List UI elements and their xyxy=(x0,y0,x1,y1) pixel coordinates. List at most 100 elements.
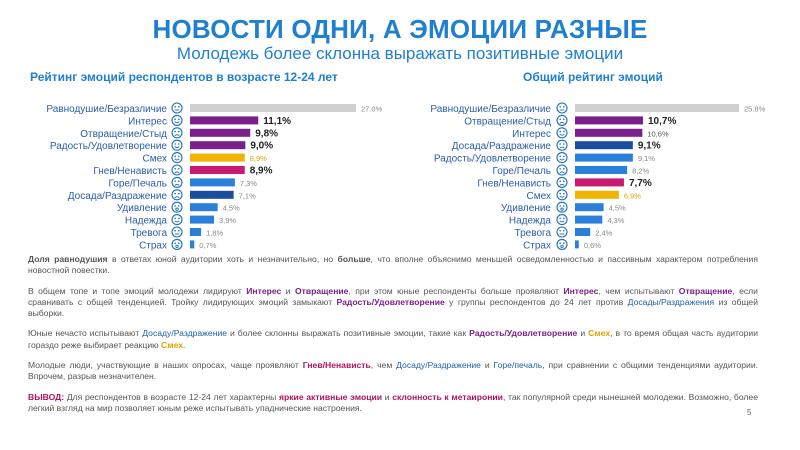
text-run: и xyxy=(480,360,494,371)
value-label: 9,1% xyxy=(638,141,661,152)
text-run: , что вполне объяснимо меньшей осведомле… xyxy=(28,254,758,276)
text-run: , чем xyxy=(370,360,397,371)
sad-face-icon xyxy=(556,164,568,176)
page-subtitle: Молодежь более склонна выражать позитивн… xyxy=(176,44,624,63)
value-label: 10,6% xyxy=(647,129,669,138)
bar xyxy=(575,215,603,224)
anxiety-face-icon xyxy=(171,226,183,238)
category-label: Гнев/Ненависть xyxy=(93,166,167,177)
conclusion-label: ВЫВОД: xyxy=(28,391,65,402)
value-label: 10,7% xyxy=(648,116,676,127)
paragraph-anger: Молодые люди, участвующие в наших опроса… xyxy=(28,360,758,383)
bar xyxy=(575,153,633,162)
text-highlight: Отвращение xyxy=(678,285,733,296)
annoyed-face-icon xyxy=(556,139,568,151)
text-highlight: Гнев/Ненависть xyxy=(302,360,371,371)
neutral-face-icon xyxy=(556,102,568,114)
category-label: Страх xyxy=(139,240,167,251)
category-label: Радость/Удовлетворение xyxy=(434,154,552,165)
analysis-text: Доля равнодушия в ответах юной аудитории… xyxy=(28,254,758,423)
joy-face-icon xyxy=(171,139,183,151)
anger-face-icon xyxy=(556,176,568,188)
text-run: Для респондентов в возрасте 12-24 лет ха… xyxy=(64,391,279,402)
hope-face-icon xyxy=(556,214,568,226)
category-label: Досада/Раздражение xyxy=(452,141,552,152)
value-label: 6,9% xyxy=(624,191,641,200)
text-run: Юные нечасто испытывают xyxy=(28,328,143,339)
bar xyxy=(575,228,591,236)
category-label: Горе/Печаль xyxy=(109,178,167,189)
text-highlight: яркие активные эмоции xyxy=(278,391,383,402)
category-label: Надежда xyxy=(125,216,168,227)
bar xyxy=(575,240,579,249)
value-label: 0,6% xyxy=(584,241,601,250)
category-label: Надежда xyxy=(509,216,552,227)
bar xyxy=(190,104,356,112)
text-highlight: Досаду/Раздражение xyxy=(396,360,481,371)
youth-emotion-bar-chart: Равнодушие/Безразличие 27.0% Интерес 11,1% О… xyxy=(46,102,383,251)
text-highlight: Радость/Удовлетворение xyxy=(469,328,578,339)
value-label: 7,3% xyxy=(240,179,257,188)
value-label: 9,8% xyxy=(255,128,278,139)
value-label: 9,1% xyxy=(638,154,655,163)
value-label: 9,0% xyxy=(250,141,273,152)
category-label: Радость/Удовлетворение xyxy=(50,141,168,152)
text-highlight: Радость/Удовлетворение xyxy=(336,296,445,307)
paragraph-top-emotions: В общем топе и топе эмоций молодежи лиди… xyxy=(28,286,758,320)
category-label: Гнев/Ненависть xyxy=(477,178,551,189)
category-label: Смех xyxy=(143,154,167,165)
category-label: Равнодушие/Безразличие xyxy=(430,104,551,115)
disgust-face-icon xyxy=(171,127,183,139)
category-label: Интерес xyxy=(512,129,551,140)
text-bold: больше xyxy=(337,254,371,264)
bar xyxy=(575,116,644,125)
text-highlight: Смех xyxy=(588,328,611,339)
surprise-face-icon xyxy=(556,201,568,213)
bar xyxy=(575,178,624,187)
bar xyxy=(575,166,628,174)
bar xyxy=(190,166,245,174)
bar xyxy=(575,190,619,199)
text-run: , при сравнении с общими тенденциями ауд… xyxy=(28,360,759,382)
category-label: Горе/Печаль xyxy=(493,166,551,177)
chart-title-overall: Общий рейтинг эмоций xyxy=(523,70,663,84)
category-label: Смех xyxy=(527,191,551,202)
category-label: Интерес xyxy=(128,116,167,127)
category-label: Тревога xyxy=(515,228,552,239)
category-label: Отвращение/Стыд xyxy=(80,129,167,140)
bar xyxy=(190,116,259,125)
value-label: 3,9% xyxy=(219,216,236,225)
bar xyxy=(575,128,643,137)
bar xyxy=(190,153,245,162)
bar xyxy=(190,203,218,212)
text-run: в ответах юной аудитории хоть и незначит… xyxy=(107,254,338,264)
chart-title-youth: Рейтинг эмоций респондентов в возрасте 1… xyxy=(30,70,338,84)
interest-face-icon xyxy=(556,127,568,139)
text-highlight: Досаду/Раздражение xyxy=(142,328,228,339)
bar xyxy=(190,215,214,224)
bar xyxy=(190,178,235,187)
text-highlight: склонность к метаиронии xyxy=(392,391,503,402)
text-run: и более склонны выражать позитивные эмоц… xyxy=(227,328,470,339)
surprise-face-icon xyxy=(171,201,183,213)
bar xyxy=(190,190,234,199)
value-label: 8,9% xyxy=(250,166,273,177)
joy-face-icon xyxy=(556,152,568,164)
hope-face-icon xyxy=(171,214,183,226)
sad-face-icon xyxy=(171,176,183,188)
text-highlight: Горе/печаль xyxy=(493,360,543,371)
value-label: 7,7% xyxy=(629,178,652,189)
page-title: НОВОСТИ ОДНИ, А ЭМОЦИИ РАЗНЫЕ xyxy=(152,14,648,44)
anger-face-icon xyxy=(171,164,183,176)
value-label: 1,8% xyxy=(206,229,223,238)
laugh-face-icon xyxy=(171,152,183,164)
text-run: . xyxy=(183,339,186,350)
fear-face-icon xyxy=(171,238,183,250)
paragraph-positive: Юные нечасто испытывают Досаду/Раздражен… xyxy=(28,328,758,351)
fear-face-icon xyxy=(556,238,568,250)
value-label: 0,7% xyxy=(199,241,216,250)
text-run: , при этом юные респонденты больше прояв… xyxy=(348,285,564,296)
value-label: 4,5% xyxy=(223,204,240,213)
text-highlight: Смех xyxy=(161,339,184,350)
page-number: 5 xyxy=(747,408,752,417)
